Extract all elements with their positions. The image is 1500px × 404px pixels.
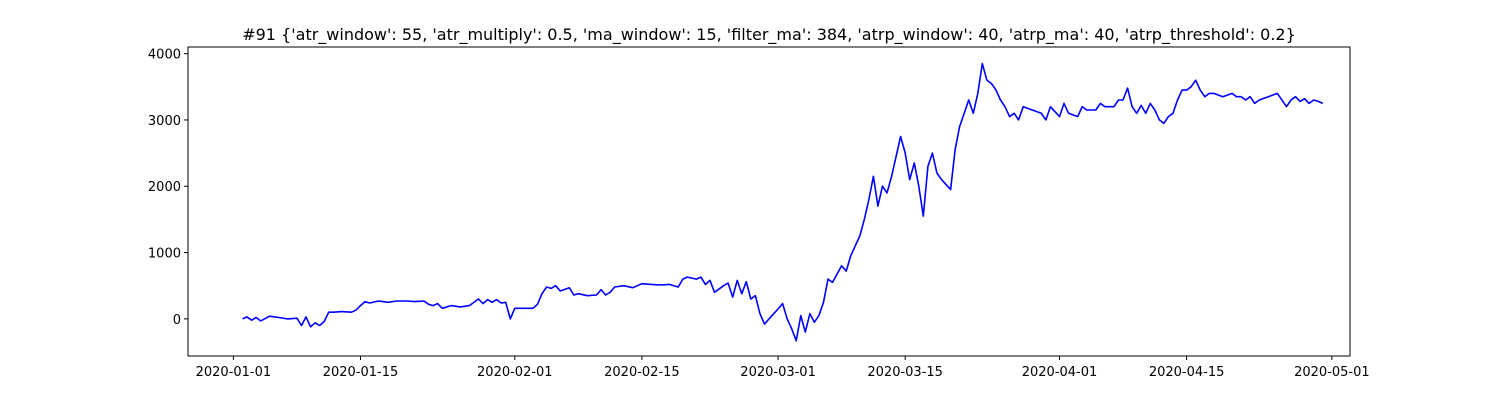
y-tick-label: 1000 — [148, 247, 181, 262]
x-tick-label: 2020-02-01 — [477, 365, 553, 380]
x-tick-label: 2020-02-15 — [604, 365, 680, 380]
x-tick-label: 2020-01-15 — [323, 365, 399, 380]
x-tick-label: 2020-04-01 — [1022, 365, 1098, 380]
axes: 2020-01-01 2020-01-15 2020-02-01 2020-02-15… — [148, 46, 1370, 380]
y-tick-label: 2000 — [148, 180, 181, 195]
x-tick-label: 2020-03-01 — [740, 365, 816, 380]
x-tick-label: 2020-01-01 — [196, 365, 272, 380]
x-tick-label: 2020-04-15 — [1149, 365, 1225, 380]
plot-area — [242, 62, 1324, 342]
y-tick-label: 3000 — [148, 114, 181, 129]
series-line-0 — [242, 62, 1324, 342]
y-tick-label: 4000 — [148, 48, 181, 63]
plot-frame — [187, 46, 1351, 357]
x-tick-label: 2020-03-15 — [867, 365, 943, 380]
chart-title: #91 {'atr_window': 55, 'atr_multiply': 0… — [242, 25, 1296, 45]
x-tick-label: 2020-05-01 — [1294, 365, 1370, 380]
y-tick-label: 0 — [173, 313, 181, 328]
